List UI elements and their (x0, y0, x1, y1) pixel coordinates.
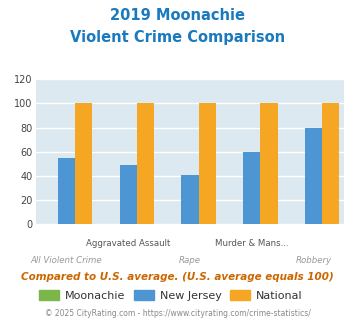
Text: Compared to U.S. average. (U.S. average equals 100): Compared to U.S. average. (U.S. average … (21, 272, 334, 282)
Text: 2019 Moonachie: 2019 Moonachie (110, 8, 245, 23)
Bar (120, 165, 137, 224)
Bar (305, 128, 322, 224)
Text: Robbery: Robbery (295, 256, 332, 265)
Bar (58, 158, 75, 224)
Bar (322, 103, 339, 224)
Text: Aggravated Assault: Aggravated Assault (86, 239, 170, 248)
Bar (260, 103, 278, 224)
Text: All Violent Crime: All Violent Crime (31, 256, 102, 265)
Bar (75, 103, 92, 224)
Bar (137, 103, 154, 224)
Bar (181, 175, 198, 224)
Legend: Moonachie, New Jersey, National: Moonachie, New Jersey, National (35, 285, 307, 305)
Text: Rape: Rape (179, 256, 201, 265)
Bar (198, 103, 216, 224)
Text: Murder & Mans...: Murder & Mans... (215, 239, 289, 248)
Bar (243, 152, 260, 224)
Text: © 2025 CityRating.com - https://www.cityrating.com/crime-statistics/: © 2025 CityRating.com - https://www.city… (45, 309, 310, 317)
Text: Violent Crime Comparison: Violent Crime Comparison (70, 30, 285, 45)
